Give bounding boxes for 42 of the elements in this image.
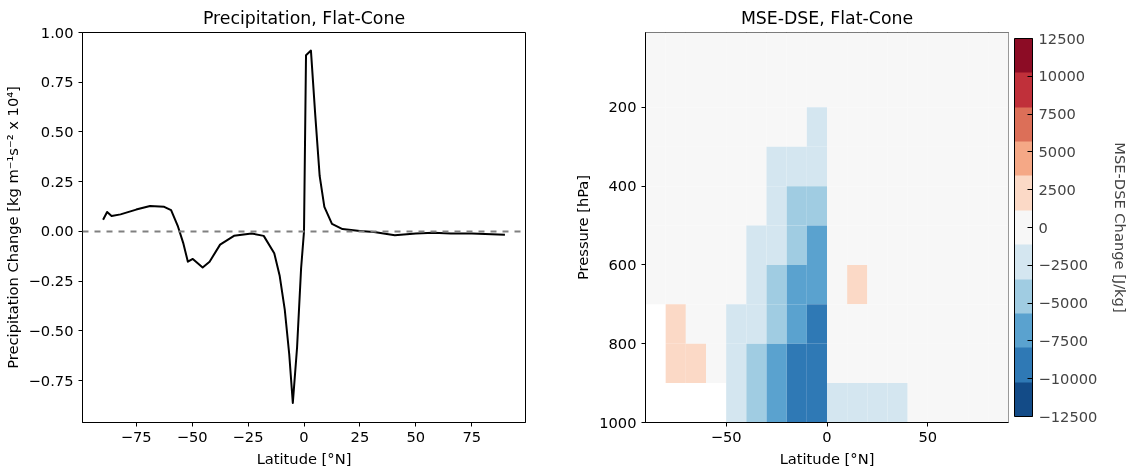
x-tick-label: −50 <box>710 427 742 445</box>
line-series <box>102 49 506 404</box>
color-bar-label: 10000 <box>1038 67 1086 85</box>
color-bar-label: 2500 <box>1038 180 1076 198</box>
x-tick-label: 0 <box>822 427 832 445</box>
x-tick-label: −50 <box>176 427 208 445</box>
color-bar-label: 12500 <box>1038 29 1086 47</box>
color-bar-label: −5000 <box>1038 294 1089 312</box>
x-tick-label: −75 <box>120 427 152 445</box>
chart-title: Precipitation, Flat-Cone <box>202 7 406 28</box>
x-tick-label: 75 <box>462 427 482 445</box>
x-axis-title: Latitude [°N] <box>256 449 352 467</box>
y-tick-label: −0.50 <box>28 321 74 339</box>
color-bar-label: −7500 <box>1038 331 1089 349</box>
x-tick-label: 0 <box>299 427 309 445</box>
color-bar-label: −10000 <box>1038 369 1098 387</box>
y-tick-label: −0.75 <box>28 371 74 389</box>
x-tick-label: 50 <box>406 427 426 445</box>
chart-title: MSE-DSE, Flat-Cone <box>740 7 914 28</box>
y-axis-title: Precipitation Change [kg m⁻¹s⁻² x 10⁴] <box>3 86 21 369</box>
y-tick-label: 0.50 <box>40 122 74 140</box>
y-tick-label: 0.75 <box>40 73 74 91</box>
y-tick-label: 1000 <box>599 413 637 431</box>
y-tick-label: −0.25 <box>28 272 74 290</box>
y-tick-label: 1.00 <box>40 23 74 41</box>
x-axis-title: Latitude [°N] <box>779 449 875 467</box>
color-bar-label: 5000 <box>1038 142 1076 160</box>
color-bar-label: −12500 <box>1038 407 1098 425</box>
y-axis-title: Pressure [hPa] <box>574 174 592 281</box>
y-tick-label: 0.00 <box>40 222 74 240</box>
y-tick-label: 800 <box>608 334 637 352</box>
y-tick-label: 400 <box>608 177 637 195</box>
color-bar-label: 0 <box>1038 218 1048 236</box>
x-tick-label: −25 <box>232 427 264 445</box>
y-tick-label: 600 <box>608 255 637 273</box>
color-bar-label: −2500 <box>1038 256 1089 274</box>
x-tick-label: 25 <box>350 427 370 445</box>
color-bar-label: 7500 <box>1038 105 1076 123</box>
y-tick-label: 200 <box>608 98 637 116</box>
y-tick-label: 0.25 <box>40 172 74 190</box>
x-tick-label: 50 <box>918 427 938 445</box>
color-bar-title: MSE-DSE Change [J/kg] <box>1111 142 1129 313</box>
